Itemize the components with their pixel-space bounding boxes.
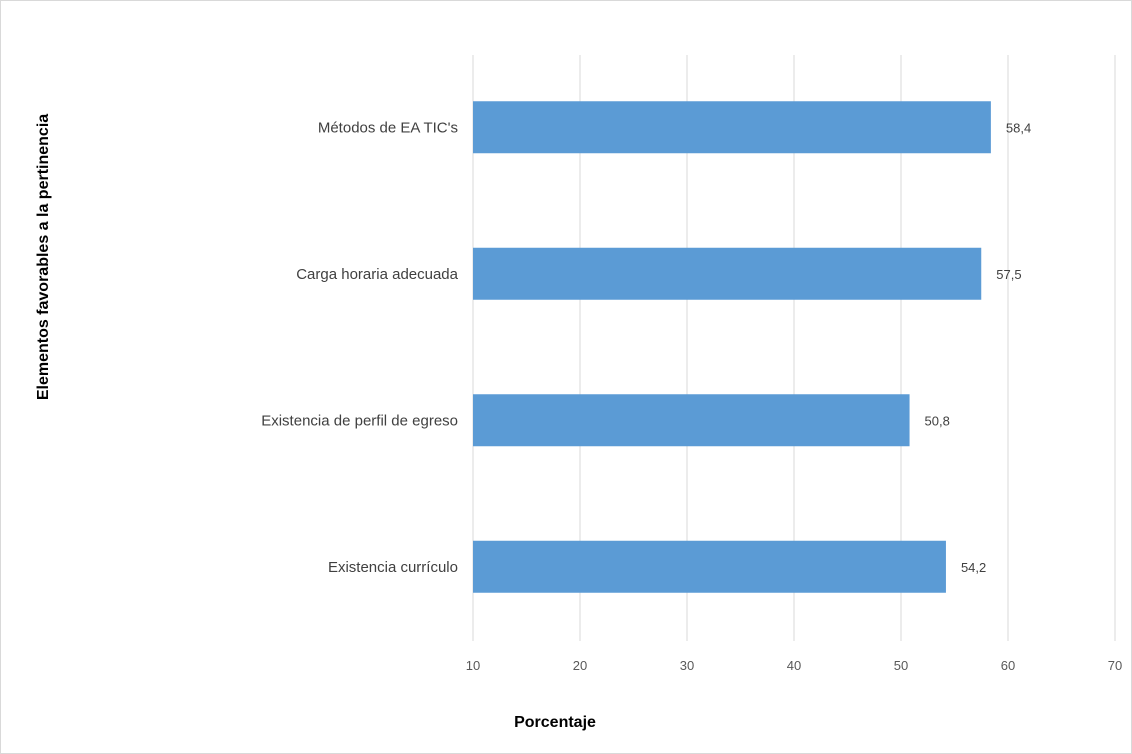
bar-3 — [473, 394, 910, 447]
bars — [473, 101, 991, 593]
bar-1 — [473, 101, 991, 154]
x-tick-label-10: 10 — [466, 658, 480, 673]
category-label-4: Existencia currículo — [328, 559, 458, 576]
x-tick-label-20: 20 — [573, 658, 587, 673]
data-label-1: 58,4 — [1006, 120, 1031, 135]
data-labels: 58,4 57,5 50,8 54,2 — [925, 120, 1032, 575]
x-tick-label-30: 30 — [680, 658, 694, 673]
y-axis-title: Elementos favorables a la pertinencia — [35, 114, 52, 400]
data-label-4: 54,2 — [961, 560, 986, 575]
category-label-1: Métodos de EA TIC's — [318, 119, 458, 136]
category-label-2: Carga horaria adecuada — [296, 266, 458, 283]
data-label-3: 50,8 — [925, 413, 950, 428]
x-tick-label-60: 60 — [1001, 658, 1015, 673]
data-label-2: 57,5 — [996, 267, 1021, 282]
category-label-3: Existencia de perfil de egreso — [261, 412, 458, 429]
bar-4 — [473, 540, 946, 593]
x-tick-label-70: 70 — [1108, 658, 1122, 673]
x-tick-label-50: 50 — [894, 658, 908, 673]
x-axis-ticks: 10 20 30 40 50 60 70 — [466, 658, 1122, 673]
x-tick-label-40: 40 — [787, 658, 801, 673]
bar-2 — [473, 247, 982, 300]
category-labels: Métodos de EA TIC's Carga horaria adecuad… — [261, 119, 458, 576]
x-axis-title: Porcentaje — [514, 714, 596, 731]
